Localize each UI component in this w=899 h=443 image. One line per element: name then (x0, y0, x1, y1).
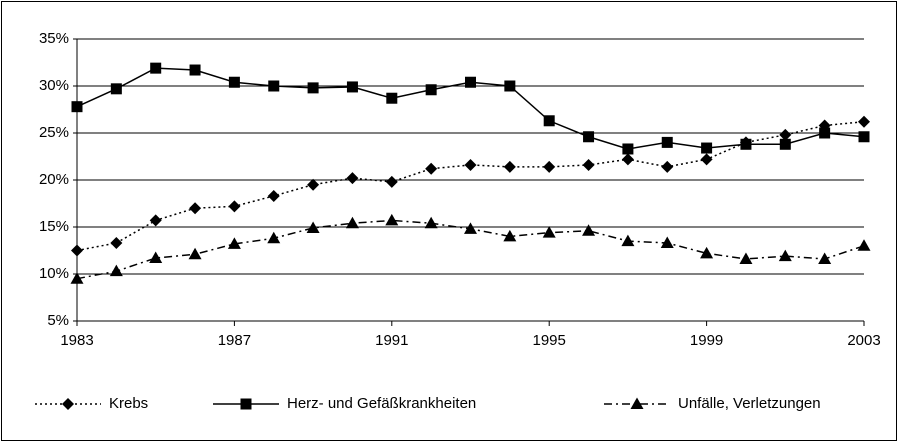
legend-marker (62, 398, 74, 410)
marker (346, 81, 358, 93)
legend-label: Herz- und Gefäßkrankheiten (287, 395, 476, 412)
marker (189, 64, 201, 76)
marker (621, 234, 635, 247)
marker (71, 101, 83, 113)
marker (700, 246, 714, 259)
marker (267, 231, 281, 244)
marker (306, 221, 320, 233)
marker (701, 142, 713, 154)
marker (504, 80, 516, 92)
y-tick-label: 20% (39, 171, 69, 188)
y-tick-label: 30% (39, 77, 69, 94)
marker (71, 244, 83, 257)
marker (779, 138, 791, 150)
marker (189, 202, 202, 215)
marker (503, 229, 517, 242)
marker (583, 131, 595, 143)
marker (110, 236, 123, 249)
marker (228, 76, 240, 88)
marker (778, 249, 792, 262)
marker (819, 127, 831, 139)
y-tick-label: 15% (39, 218, 69, 235)
marker (818, 252, 832, 264)
legend-marker (240, 398, 252, 410)
marker (70, 272, 84, 284)
marker (464, 222, 477, 234)
marker (621, 153, 634, 166)
marker (268, 80, 280, 92)
marker (386, 92, 398, 104)
x-tick-label: 1987 (218, 332, 251, 349)
x-tick-label: 1999 (690, 332, 723, 349)
legend-marker (630, 397, 644, 409)
marker (227, 237, 241, 249)
marker (346, 172, 359, 185)
marker (150, 62, 162, 74)
marker (464, 158, 477, 171)
marker (700, 153, 713, 166)
marker (424, 216, 438, 229)
marker (857, 239, 871, 251)
marker (425, 84, 437, 96)
x-tick-label: 1995 (533, 332, 566, 349)
marker (503, 160, 516, 173)
marker (188, 247, 202, 260)
y-tick-label: 10% (39, 265, 69, 282)
marker (542, 226, 556, 238)
marker (109, 264, 123, 277)
marker (307, 82, 319, 94)
marker (425, 162, 438, 175)
marker (661, 160, 674, 173)
marker (582, 224, 596, 236)
x-tick-label: 1983 (60, 332, 93, 349)
x-tick-label: 2003 (847, 332, 880, 349)
marker (779, 128, 792, 141)
marker (345, 216, 359, 229)
marker (385, 213, 399, 226)
marker (543, 160, 556, 173)
marker (543, 115, 555, 127)
marker (149, 251, 163, 264)
x-tick-label: 1991 (375, 332, 408, 349)
marker (228, 200, 241, 213)
marker (661, 136, 673, 148)
marker (307, 178, 320, 191)
marker (385, 175, 398, 188)
marker (622, 143, 634, 155)
y-tick-label: 35% (39, 30, 69, 47)
marker (858, 115, 870, 128)
marker (582, 158, 595, 171)
marker (149, 214, 162, 227)
legend-label: Unfälle, Verletzungen (678, 395, 821, 412)
legend-label: Krebs (109, 395, 148, 412)
y-tick-label: 5% (47, 312, 69, 329)
marker (110, 83, 122, 95)
marker (740, 138, 752, 150)
marker (267, 189, 280, 202)
marker (858, 131, 870, 143)
y-tick-label: 25% (39, 124, 69, 141)
marker (465, 76, 476, 88)
marker (739, 252, 753, 264)
marker (660, 236, 674, 248)
